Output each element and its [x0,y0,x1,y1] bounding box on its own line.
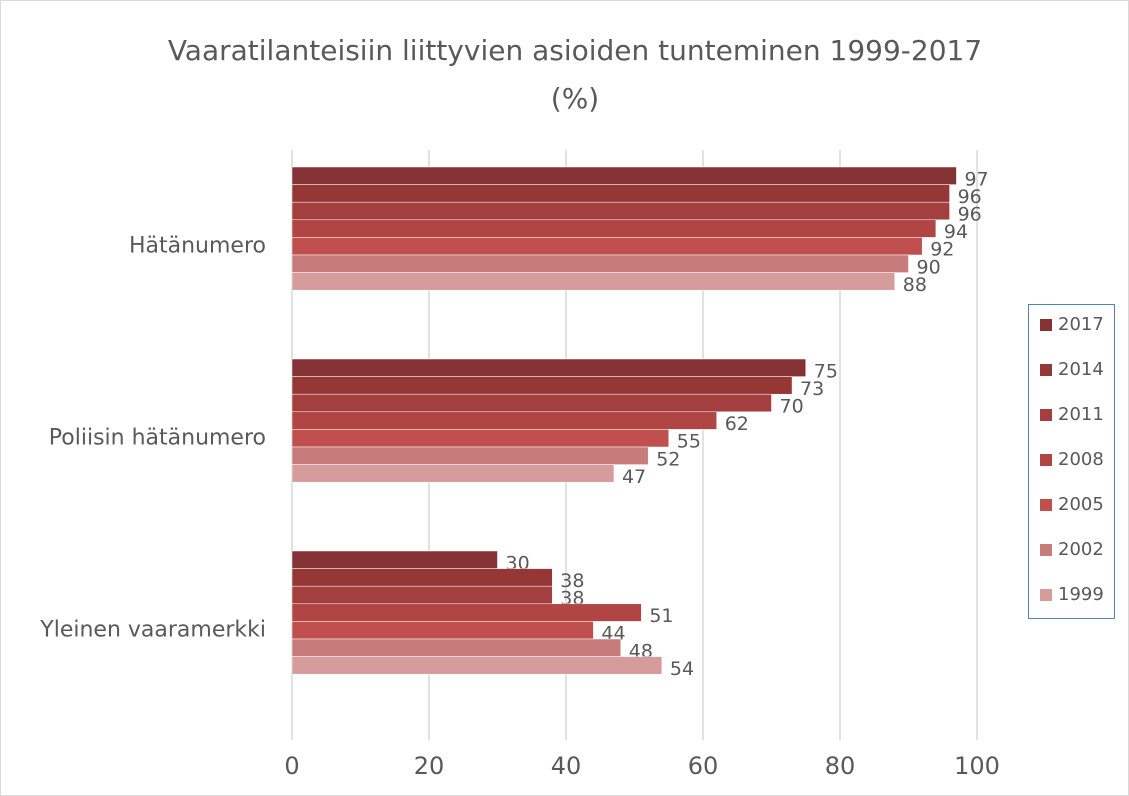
bar [291,656,663,675]
bar [291,603,642,622]
legend-label: 2014 [1058,359,1104,380]
legend-label: 2002 [1058,539,1104,560]
y-tick-label: Poliisin hätänumero [49,426,266,451]
chart-title: (%) [551,82,599,115]
bar [291,464,615,483]
data-label: 54 [670,658,694,680]
data-label: 70 [780,396,804,418]
x-tick-label: 20 [414,752,445,780]
legend-swatch [1040,319,1052,331]
legend-label: 2011 [1058,404,1104,425]
data-label: 73 [800,378,824,400]
bar [291,446,649,465]
legend-label: 2005 [1058,494,1104,515]
legend-swatch [1040,409,1052,421]
data-label: 62 [725,413,749,435]
bar [291,166,957,185]
bar [291,568,553,587]
legend-label: 1999 [1058,584,1104,605]
bar [291,201,950,221]
bar [291,621,594,640]
bar [291,393,772,413]
bar [291,585,553,605]
data-label: 75 [814,360,838,382]
bar [291,358,806,377]
data-label: 97 [964,168,988,190]
bar [291,376,793,395]
x-tick-label: 60 [688,752,719,780]
data-label: 88 [903,274,927,296]
data-label: 38 [560,570,584,592]
bar [291,429,669,448]
legend-swatch [1040,544,1052,556]
data-label: 55 [677,431,701,453]
y-tick-label: Hätänumero [129,234,266,259]
data-label: 52 [656,448,680,470]
bar [291,219,937,238]
chart-title: Vaaratilanteisiin liittyvien asioiden tu… [168,34,982,67]
x-tick-label: 100 [954,752,1000,780]
legend-label: 2017 [1058,314,1104,335]
legend-swatch [1040,499,1052,511]
bar [291,184,950,203]
x-tick-label: 0 [284,752,299,780]
data-label: 96 [958,204,982,226]
data-label: 47 [622,466,646,488]
legend-swatch [1040,589,1052,601]
bar [291,272,896,291]
x-tick-label: 80 [825,752,856,780]
bar [291,254,909,273]
data-label: 94 [944,221,968,243]
x-tick-label: 40 [551,752,582,780]
bar [291,411,717,430]
bar [291,638,622,657]
data-label: 90 [917,256,941,278]
bar [291,237,923,256]
data-label: 96 [958,186,982,208]
y-tick-label: Yleinen vaaramerkki [39,618,266,643]
legend-label: 2008 [1058,449,1104,470]
data-label: 51 [649,605,673,627]
data-label: 92 [930,239,954,261]
bar [291,550,498,569]
legend-swatch [1040,364,1052,376]
legend-swatch [1040,454,1052,466]
